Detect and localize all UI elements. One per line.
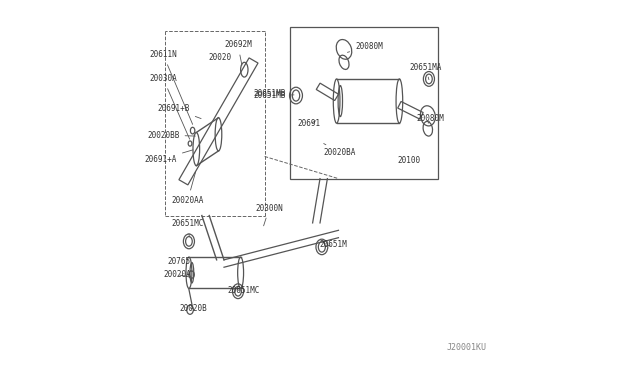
Text: 20611N: 20611N bbox=[149, 51, 193, 124]
Text: 20020BB: 20020BB bbox=[147, 131, 195, 140]
Text: J20001KU: J20001KU bbox=[446, 343, 486, 352]
Text: 20020: 20020 bbox=[209, 53, 232, 62]
Text: 20020AA: 20020AA bbox=[172, 172, 204, 205]
Text: 20651MC: 20651MC bbox=[172, 219, 204, 237]
Text: 20691+B: 20691+B bbox=[157, 104, 201, 119]
Text: 20020A: 20020A bbox=[163, 270, 191, 279]
Text: 20100: 20100 bbox=[397, 156, 420, 165]
Text: 20020B: 20020B bbox=[179, 304, 207, 313]
Text: 20692M: 20692M bbox=[224, 41, 252, 65]
Text: 20300N: 20300N bbox=[255, 203, 283, 226]
Text: 20030A: 20030A bbox=[149, 74, 189, 139]
Text: 20691: 20691 bbox=[298, 119, 321, 128]
Text: 20651MB: 20651MB bbox=[253, 91, 294, 100]
Text: 20651MC: 20651MC bbox=[227, 286, 259, 295]
Text: 20080M: 20080M bbox=[417, 114, 445, 123]
Bar bbox=[291, 27, 438, 179]
Text: 20020BA: 20020BA bbox=[323, 144, 355, 157]
Text: 20651MA: 20651MA bbox=[410, 62, 442, 80]
Text: 20691+A: 20691+A bbox=[145, 150, 193, 164]
Text: 20651MB: 20651MB bbox=[253, 89, 286, 97]
Text: 20651M: 20651M bbox=[319, 240, 347, 249]
Text: 20765: 20765 bbox=[168, 257, 192, 272]
Text: 20080M: 20080M bbox=[348, 42, 383, 52]
